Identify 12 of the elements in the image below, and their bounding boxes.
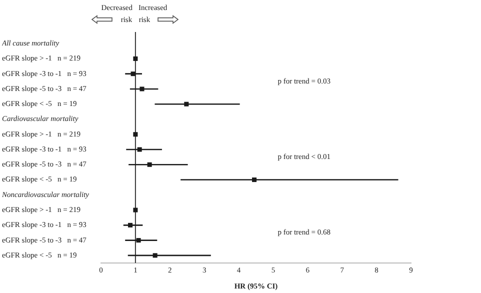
point bbox=[252, 178, 257, 182]
point bbox=[152, 253, 158, 258]
point bbox=[147, 162, 152, 167]
point bbox=[130, 72, 136, 76]
point bbox=[184, 102, 189, 106]
point bbox=[137, 147, 142, 152]
point bbox=[133, 56, 138, 61]
point bbox=[140, 86, 144, 92]
point bbox=[128, 222, 133, 228]
point bbox=[136, 238, 141, 243]
point bbox=[133, 132, 138, 137]
point bbox=[133, 208, 138, 212]
